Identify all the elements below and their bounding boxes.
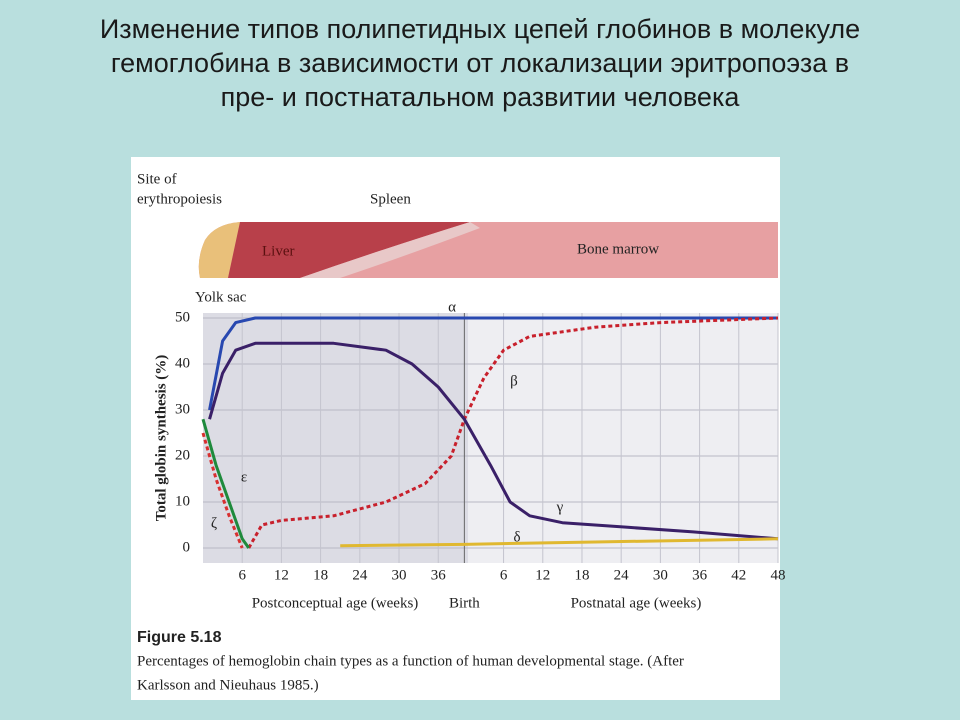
site-heading: Site of (137, 171, 177, 187)
spleen-band (300, 222, 480, 278)
series-label: β (510, 373, 518, 389)
x-tick-label: 30 (392, 567, 407, 583)
x-tick-label: 48 (771, 567, 786, 583)
series-line (201, 432, 244, 549)
series-label: γ (556, 499, 564, 515)
x-axis-label: Postnatal age (weeks) (571, 595, 702, 611)
x-tick-label: 6 (238, 567, 246, 583)
series-line (208, 341, 779, 541)
series-line (201, 418, 250, 549)
series-label: ζ (211, 515, 217, 531)
caption: Percentages of hemoglobin chain types as… (137, 653, 684, 669)
x-tick-label: 24 (614, 567, 630, 583)
y-tick-label: 10 (175, 493, 190, 509)
y-tick-label: 40 (175, 355, 190, 371)
site-label: Spleen (370, 191, 411, 207)
x-tick-label: 36 (692, 567, 708, 583)
x-tick-label: 30 (653, 567, 668, 583)
site-label: Yolk sac (195, 289, 247, 305)
x-tick-label: 12 (274, 567, 289, 583)
series-line (208, 316, 778, 411)
x-tick-label: 36 (431, 567, 447, 583)
x-tick-label: 18 (574, 567, 589, 583)
x-tick-label: 6 (500, 567, 508, 583)
liver-band (228, 222, 470, 278)
x-tick-label: Birth (449, 595, 480, 611)
site-heading: erythropoiesis (137, 191, 222, 207)
slide-title: Изменение типов полипетидных цепей глоби… (99, 14, 861, 112)
figure-label: Figure 5.18 (137, 629, 222, 646)
y-tick-label: 0 (183, 539, 191, 555)
x-tick-label: 42 (731, 567, 746, 583)
prenatal-area (203, 313, 468, 563)
series-label: δ (513, 529, 520, 545)
x-tick-label: 18 (313, 567, 328, 583)
series-line (340, 537, 779, 548)
y-axis-label: Total globin synthesis (%) (153, 355, 169, 522)
site-label: Liver (262, 243, 294, 259)
x-axis-label: Postconceptual age (weeks) (252, 595, 419, 611)
series-line (247, 316, 779, 549)
series-label: ε (241, 469, 247, 485)
y-tick-label: 50 (175, 309, 190, 325)
yolk-sac-band (198, 222, 240, 278)
caption: Karlsson and Nieuhaus 1985.) (137, 677, 319, 693)
postnatal-area (468, 313, 778, 563)
y-tick-label: 20 (175, 447, 190, 463)
site-label: Bone marrow (577, 241, 659, 257)
y-tick-label: 30 (175, 401, 190, 417)
x-tick-label: 24 (352, 567, 368, 583)
series-label: α (448, 299, 456, 315)
x-tick-label: 12 (535, 567, 550, 583)
